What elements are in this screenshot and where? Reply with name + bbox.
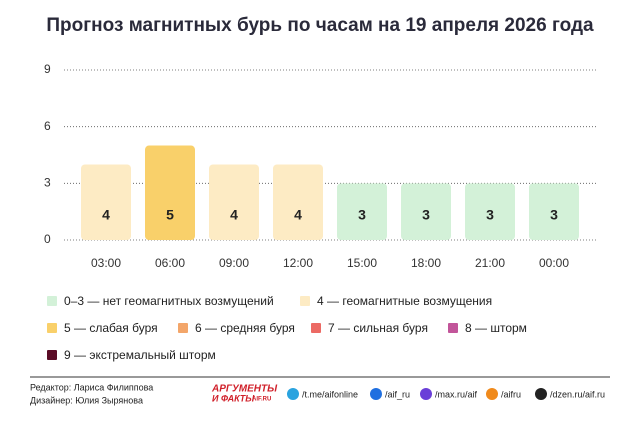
- social-icon: [370, 388, 382, 400]
- legend-swatch: [311, 323, 321, 333]
- social-icon: [535, 388, 547, 400]
- legend-swatch: [47, 350, 57, 360]
- social-link: /t.me/aifonline: [302, 389, 358, 399]
- legend-label: 9 — экстремальный шторм: [64, 348, 216, 362]
- logo: АРГУМЕНТЫ: [211, 384, 278, 395]
- x-tick-label: 00:00: [539, 256, 569, 270]
- bar: [81, 164, 131, 240]
- data-label: 3: [550, 207, 558, 223]
- social-icon: [287, 388, 299, 400]
- legend-swatch: [47, 296, 57, 306]
- bar: [401, 183, 451, 240]
- x-tick-label: 06:00: [155, 256, 185, 270]
- legend-label: 6 — средняя буря: [195, 321, 295, 335]
- social-link: /max.ru/aif: [435, 389, 478, 399]
- legend-swatch: [178, 323, 188, 333]
- social-link: /dzen.ru/aif.ru: [550, 389, 605, 399]
- legend-label: 8 — шторм: [465, 321, 527, 335]
- legend-swatch: [300, 296, 310, 306]
- legend-label: 5 — слабая буря: [64, 321, 158, 335]
- social-icon: [420, 388, 432, 400]
- social-icon: [486, 388, 498, 400]
- bar: [465, 183, 515, 240]
- logo: AIF.RU: [252, 397, 271, 403]
- data-label: 5: [166, 207, 174, 223]
- social-link: /aif_ru: [385, 389, 410, 399]
- legend-label: 7 — сильная буря: [328, 321, 428, 335]
- x-tick-label: 03:00: [91, 256, 121, 270]
- x-tick-label: 18:00: [411, 256, 441, 270]
- x-tick-label: 09:00: [219, 256, 249, 270]
- chart-title: Прогноз магнитных бурь по часам на 19 ап…: [46, 15, 594, 36]
- data-label: 4: [102, 207, 110, 223]
- x-tick-label: 21:00: [475, 256, 505, 270]
- social-link: /aifru: [501, 389, 521, 399]
- bar: [337, 183, 387, 240]
- logo: И ФАКТЫ: [212, 393, 255, 403]
- y-tick-label: 3: [44, 176, 51, 190]
- legend-swatch: [448, 323, 458, 333]
- bar: [145, 145, 195, 240]
- data-label: 3: [486, 207, 494, 223]
- legend-label: 0–3 — нет геомагнитных возмущений: [64, 294, 274, 308]
- bar: [209, 164, 259, 240]
- y-tick-label: 0: [44, 232, 51, 246]
- x-tick-label: 12:00: [283, 256, 313, 270]
- data-label: 4: [230, 207, 238, 223]
- y-tick-label: 9: [44, 62, 51, 76]
- x-tick-label: 15:00: [347, 256, 377, 270]
- data-label: 3: [358, 207, 366, 223]
- data-label: 3: [422, 207, 430, 223]
- bar: [529, 183, 579, 240]
- designer: Дизайнер: Юлия Зырянова: [30, 395, 143, 405]
- y-tick-label: 6: [44, 119, 51, 133]
- data-label: 4: [294, 207, 302, 223]
- editor: Редактор: Лариса Филиппова: [30, 382, 153, 392]
- bar: [273, 164, 323, 240]
- legend-label: 4 — геомагнитные возмущения: [317, 294, 492, 308]
- legend-swatch: [47, 323, 57, 333]
